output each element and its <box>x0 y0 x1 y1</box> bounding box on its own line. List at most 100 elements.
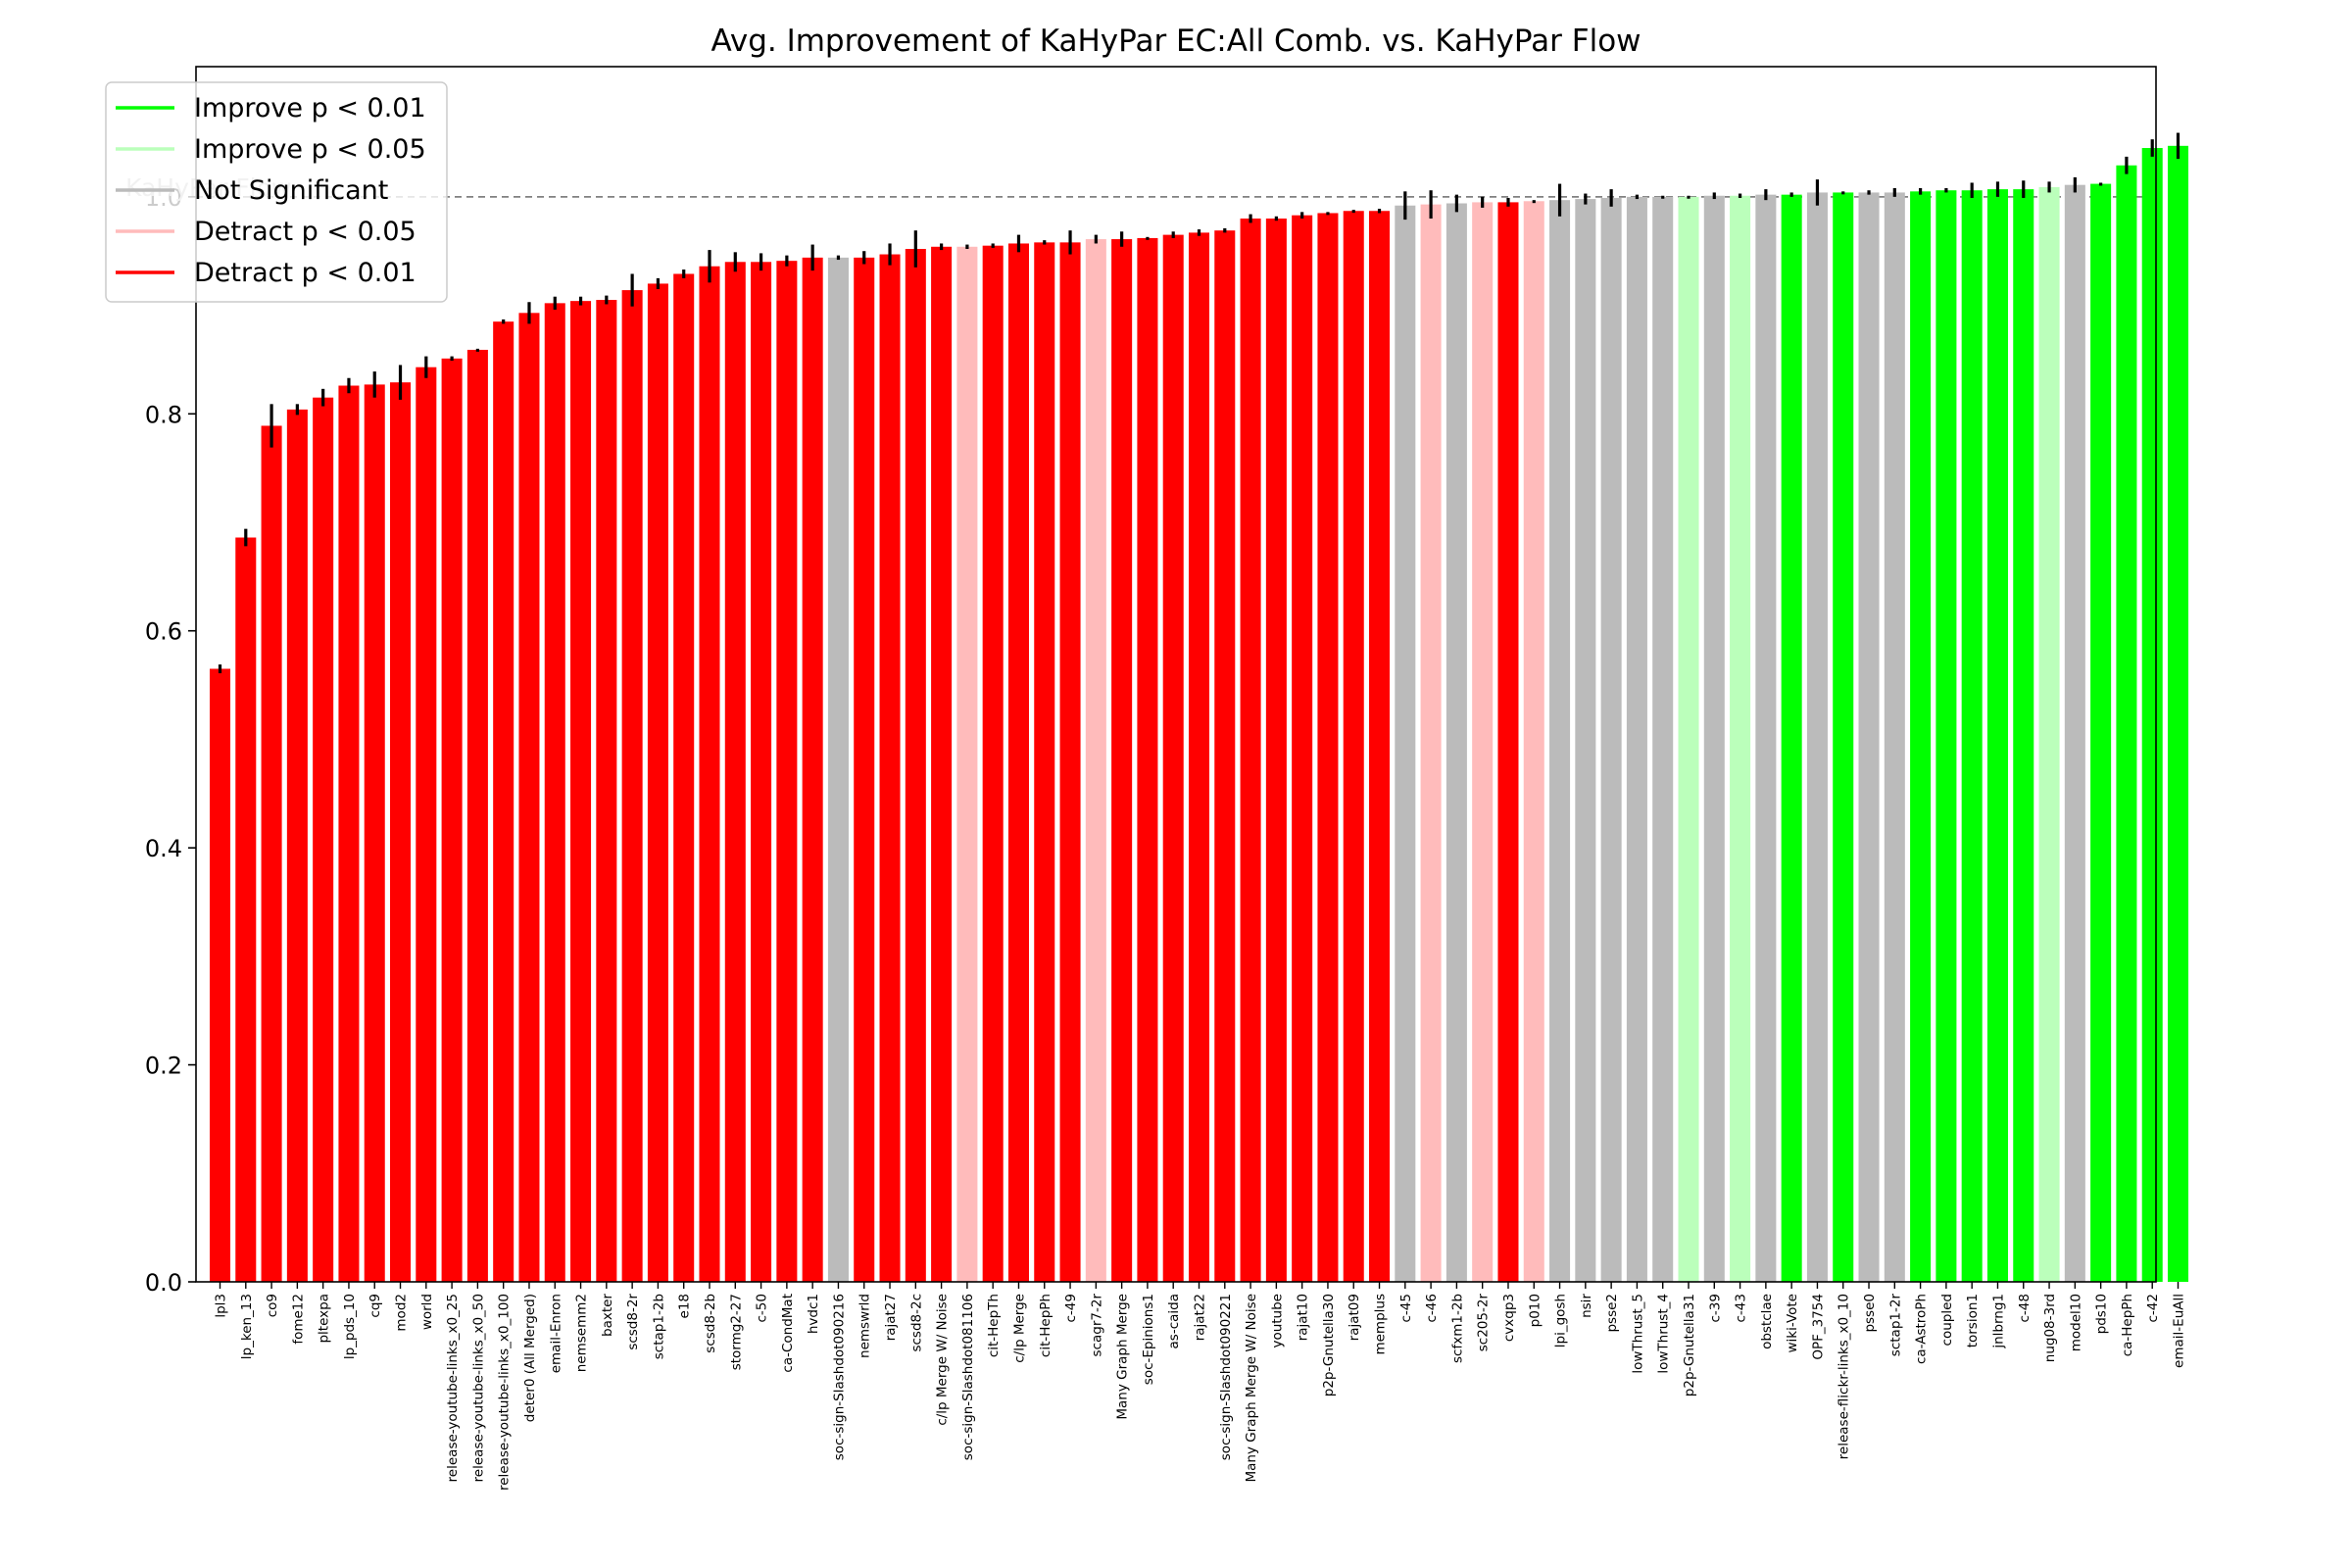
bar-53 <box>1549 200 1571 1282</box>
y-tick-label: 0.4 <box>145 835 182 862</box>
x-tick-label: scsd8-2r <box>625 1294 641 1350</box>
bar-6 <box>338 385 360 1282</box>
x-tick-label: co9 <box>265 1294 280 1317</box>
bar-61 <box>1755 194 1777 1283</box>
bar-70 <box>1986 189 2008 1282</box>
x-tick-label: release-youtube-links_x0_50 <box>470 1294 486 1482</box>
x-tick-label: c/lp Merge <box>1011 1294 1027 1363</box>
x-tick-label: nsir <box>1579 1294 1594 1318</box>
x-tick-label: soc-sign-Slashdot090216 <box>831 1294 847 1460</box>
x-tick-label: baxter <box>600 1294 615 1337</box>
x-tick-label: c-42 <box>2145 1294 2161 1322</box>
x-tick-label: cq9 <box>368 1294 383 1318</box>
bar-71 <box>2013 189 2034 1282</box>
bar-9 <box>416 367 437 1282</box>
bar-8 <box>390 382 412 1282</box>
x-tick-label: p2p-Gnutella31 <box>1682 1294 1697 1396</box>
x-tick-label: Many Graph Merge W/ Noise <box>1244 1294 1259 1483</box>
x-tick-label: release-youtube-links_x0_100 <box>497 1294 513 1491</box>
x-tick-label: scagr7-2r <box>1089 1294 1104 1357</box>
bar-68 <box>1936 190 1957 1283</box>
bar-20 <box>699 266 720 1282</box>
bar-41 <box>1240 219 1261 1282</box>
x-tick-label: rajat09 <box>1347 1294 1362 1341</box>
x-tick-label: e18 <box>677 1294 693 1318</box>
y-tick-label: 0.2 <box>145 1053 182 1080</box>
bar-14 <box>544 303 565 1282</box>
x-tick-label: rajat22 <box>1193 1294 1208 1341</box>
bar-64 <box>1833 192 1854 1282</box>
bar-22 <box>751 262 772 1283</box>
chart-title: Avg. Improvement of KaHyPar EC:All Comb.… <box>710 24 1641 59</box>
bar-56 <box>1626 196 1647 1282</box>
bar-63 <box>1806 192 1828 1282</box>
bar-25 <box>827 257 849 1282</box>
bar-47 <box>1395 205 1416 1283</box>
x-tick-label: hvdc1 <box>806 1294 821 1334</box>
bar-74 <box>2090 183 2112 1283</box>
bar-35 <box>1085 239 1106 1282</box>
x-tick-label: nug08-3rd <box>2042 1294 2058 1362</box>
x-tick-label: as-caida <box>1166 1294 1182 1348</box>
x-tick-label: release-youtube-links_x0_25 <box>445 1294 461 1482</box>
bar-69 <box>1961 190 1983 1283</box>
x-tick-label: scsd8-2c <box>908 1294 924 1352</box>
bar-10 <box>441 358 463 1283</box>
x-tick-label: Many Graph Merge <box>1115 1294 1131 1420</box>
bar-5 <box>313 397 334 1282</box>
x-tick-label: sctap1-2b <box>651 1294 666 1359</box>
bar-58 <box>1678 196 1699 1282</box>
bar-49 <box>1446 203 1467 1282</box>
x-tick-label: c-45 <box>1398 1294 1414 1322</box>
x-tick-label: email-EuAll <box>2172 1294 2187 1368</box>
bar-12 <box>493 321 514 1282</box>
x-tick-label: lowThrust_5 <box>1630 1294 1645 1374</box>
x-tick-label: c-43 <box>1734 1294 1749 1322</box>
bar-72 <box>2038 186 2060 1283</box>
x-tick-label: fome12 <box>290 1294 306 1345</box>
x-tick-label: c-48 <box>2017 1294 2033 1322</box>
bar-40 <box>1214 230 1236 1282</box>
bar-73 <box>2064 184 2085 1282</box>
x-tick-label: soc-sign-Slashdot090221 <box>1218 1294 1234 1460</box>
bar-52 <box>1523 201 1544 1282</box>
plot-frame <box>195 66 2157 1283</box>
bar-39 <box>1188 232 1210 1283</box>
x-tick-label: nemsemm2 <box>574 1294 590 1372</box>
x-tick-label: obstclae <box>1759 1294 1775 1349</box>
bar-30 <box>956 246 978 1282</box>
bar-76 <box>2141 148 2163 1282</box>
legend-label-1: Improve p < 0.01 <box>194 93 426 123</box>
bar-36 <box>1111 239 1133 1282</box>
bar-15 <box>570 301 592 1283</box>
bar-13 <box>518 313 540 1283</box>
x-tick-label: deter0 (All Merged) <box>522 1294 538 1422</box>
bar-55 <box>1600 197 1622 1283</box>
bar-17 <box>621 290 643 1283</box>
x-tick-label: psse0 <box>1862 1294 1878 1333</box>
y-tick-label: 0.6 <box>145 618 182 646</box>
x-tick-label: soc-Epinions1 <box>1141 1294 1156 1385</box>
x-tick-label: lowThrust_4 <box>1656 1294 1672 1374</box>
bar-45 <box>1343 211 1364 1282</box>
bar-51 <box>1497 202 1519 1283</box>
bar-34 <box>1059 242 1081 1282</box>
legend-box <box>105 81 448 303</box>
bar-77 <box>2167 145 2189 1283</box>
bar-3 <box>261 425 282 1282</box>
bar-31 <box>982 245 1004 1282</box>
x-tick-label: memplus <box>1373 1294 1389 1355</box>
bar-7 <box>364 384 385 1283</box>
x-tick-label: ca-CondMat <box>780 1294 796 1373</box>
x-tick-label: c-49 <box>1063 1294 1079 1322</box>
x-tick-label: soc-sign-Slashdot081106 <box>960 1294 976 1460</box>
bar-60 <box>1730 195 1751 1282</box>
bar-24 <box>802 257 823 1282</box>
legend-label-3: Not Significant <box>194 175 388 206</box>
bar-29 <box>931 246 953 1282</box>
x-tick-label: c-50 <box>755 1294 770 1322</box>
bar-46 <box>1369 211 1391 1282</box>
x-tick-label: jnlbrng1 <box>1990 1294 2006 1349</box>
x-tick-label: cit-HepPh <box>1038 1294 1054 1357</box>
bar-1 <box>209 668 231 1282</box>
